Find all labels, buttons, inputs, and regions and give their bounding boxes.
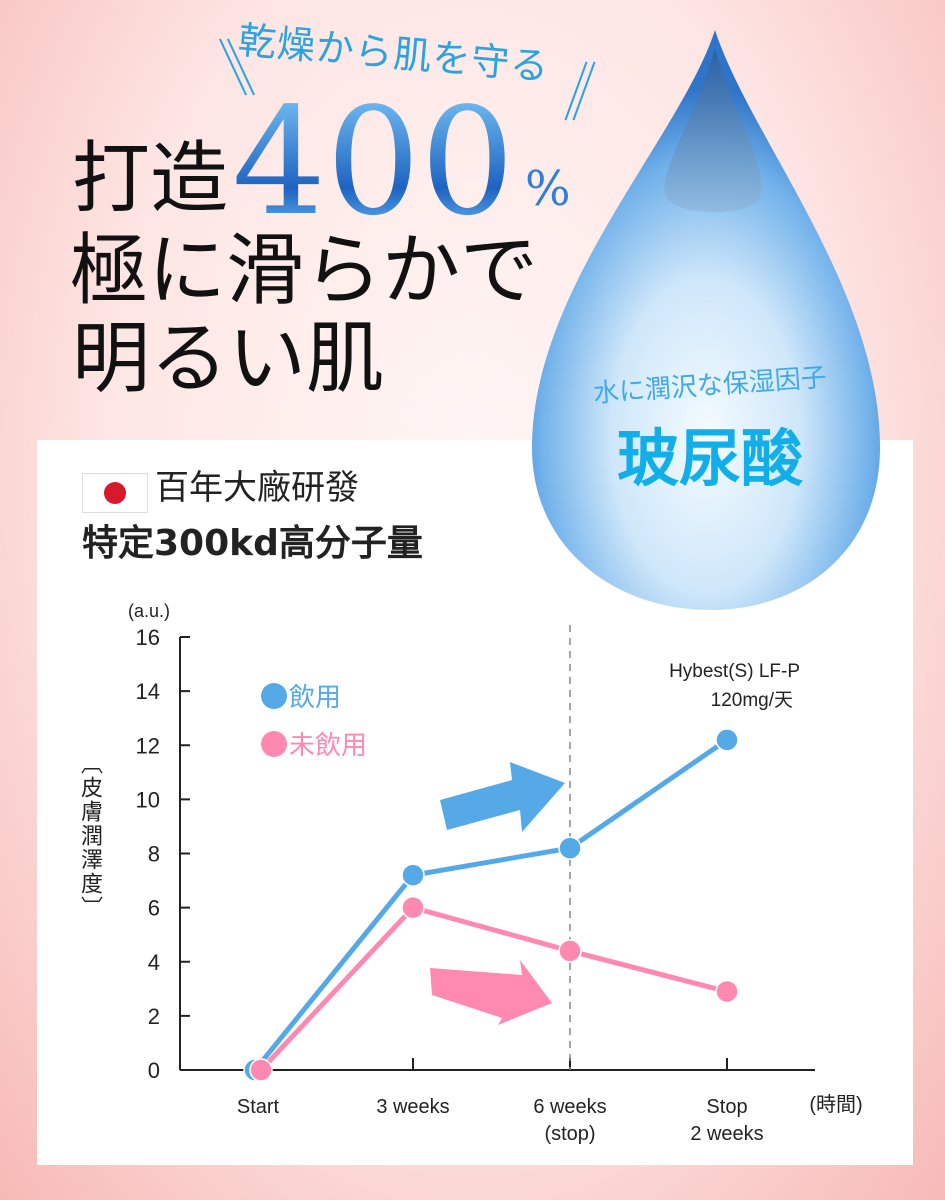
headline-prefix: 打造	[72, 134, 229, 224]
y-tick-label: 2	[148, 1004, 160, 1029]
data-point	[249, 1058, 273, 1082]
data-point	[715, 728, 739, 752]
data-point	[715, 979, 739, 1004]
x-axis-label: (時間)	[809, 1093, 862, 1116]
y-tick-label: 16	[136, 625, 160, 650]
data-point	[401, 895, 425, 920]
headline-number: 400	[232, 76, 515, 248]
right-arrow-icon	[430, 960, 552, 1025]
legend-label: 未飲用	[289, 730, 367, 760]
y-tick-label: 10	[136, 787, 160, 812]
y-tick-label: 4	[148, 950, 160, 975]
y-tick-label: 6	[148, 896, 160, 921]
legend-label: 飲用	[289, 682, 341, 712]
annotation-text: 120mg/天	[711, 690, 793, 711]
y-tick-label: 14	[136, 679, 160, 704]
y-tick-label: 12	[136, 733, 160, 758]
x-tick-label: (stop)	[544, 1123, 595, 1145]
spec-text: 特定300kd高分子量	[82, 523, 423, 564]
series-line	[253, 737, 729, 1072]
y-unit-label: (a.u.)	[128, 601, 170, 621]
drop-title: 玻尿酸	[616, 422, 803, 495]
y-tick-label: 0	[148, 1058, 160, 1083]
water-drop-icon	[532, 30, 880, 610]
data-point	[558, 939, 582, 963]
legend-marker	[261, 683, 287, 709]
y-tick-label: 8	[148, 842, 160, 867]
x-tick-label: Stop	[706, 1096, 747, 1118]
y-axis-label: 〔皮膚潤澤度〕	[77, 752, 102, 920]
x-tick-label: 6 weeks	[533, 1096, 606, 1118]
x-tick-label: 3 weeks	[376, 1096, 449, 1118]
data-point	[401, 863, 425, 887]
headline-percent: %	[525, 161, 571, 217]
data-point	[558, 836, 582, 860]
up-arrow-icon	[440, 762, 565, 832]
origin-text: 百年大廠研發	[155, 468, 359, 508]
x-tick-label: 2 weeks	[690, 1123, 763, 1145]
headline-line2: 極に滑らかで	[70, 226, 539, 316]
annotation-text: Hybest(S) LF-P	[669, 661, 800, 682]
headline-line3: 明るい肌	[72, 314, 385, 404]
legend-marker	[261, 731, 287, 757]
x-tick-label: Start	[237, 1096, 280, 1118]
series-line	[259, 904, 728, 1072]
japan-flag-icon	[82, 473, 148, 513]
